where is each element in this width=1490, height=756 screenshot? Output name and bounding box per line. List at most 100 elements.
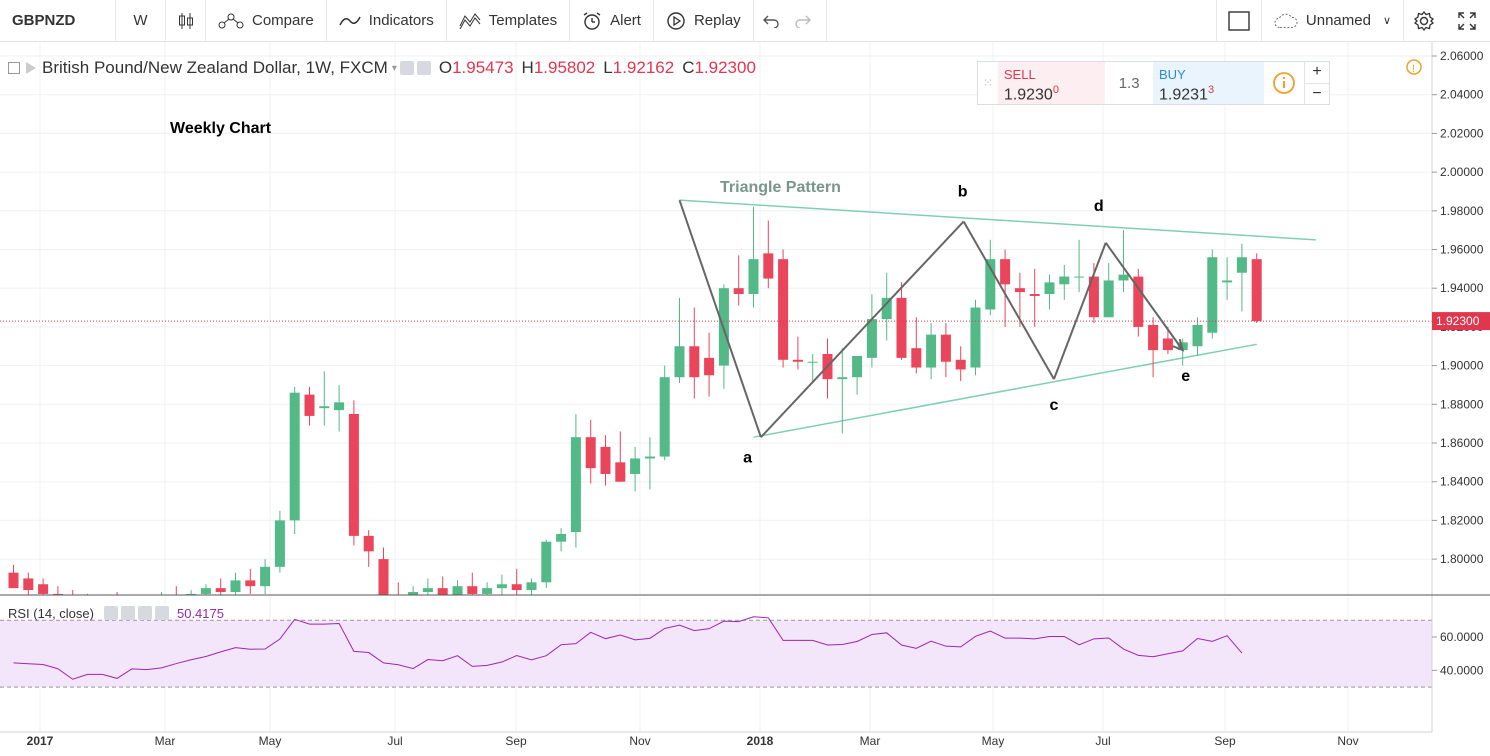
layout-name-label: Unnamed bbox=[1305, 12, 1371, 29]
candle-body bbox=[1251, 259, 1262, 322]
chart-title: Weekly Chart bbox=[170, 120, 272, 137]
wave-label: e bbox=[1181, 368, 1190, 385]
candle bbox=[38, 578, 49, 595]
candle-body bbox=[852, 355, 863, 378]
candle-body bbox=[644, 456, 655, 459]
candle-body bbox=[437, 588, 448, 595]
candle bbox=[1044, 274, 1055, 310]
undo-button[interactable] bbox=[754, 0, 788, 42]
alert-button[interactable]: Alert bbox=[570, 0, 654, 42]
indicators-button[interactable]: Indicators bbox=[327, 0, 447, 42]
buy-price: 1.9231 bbox=[1159, 86, 1208, 104]
buy-button[interactable]: BUY 1.92313 bbox=[1153, 62, 1265, 104]
legend-marker-icon bbox=[26, 62, 36, 74]
wave-label: b bbox=[958, 183, 968, 200]
minus-button[interactable]: − bbox=[1312, 84, 1322, 102]
rsi-add-icon[interactable] bbox=[137, 606, 152, 620]
candle bbox=[985, 239, 996, 316]
candle-body bbox=[704, 357, 715, 376]
legend-settings-icon[interactable] bbox=[416, 61, 431, 75]
candle bbox=[230, 572, 241, 595]
candle-body bbox=[1000, 259, 1011, 285]
candle bbox=[334, 384, 345, 432]
redo-button[interactable] bbox=[788, 0, 827, 42]
candle bbox=[630, 446, 641, 492]
candle bbox=[585, 419, 596, 484]
symbol-search-button[interactable]: GBPNZD bbox=[0, 0, 116, 42]
time-axis[interactable]: 2017 Mar May Jul Sep Nov 2018 Mar May Jul Sep Nov bbox=[27, 734, 1359, 748]
last-price-tag: 1.92300 bbox=[1432, 312, 1490, 331]
rsi-axis[interactable]: 60.0000 40.0000 bbox=[1432, 630, 1484, 677]
candle bbox=[348, 400, 359, 546]
time-tick-label: May bbox=[982, 734, 1005, 748]
wave-label: a bbox=[743, 449, 752, 466]
candle bbox=[1148, 317, 1159, 378]
time-tick-label: May bbox=[259, 734, 282, 748]
candle-body bbox=[52, 593, 63, 595]
fullscreen-chart-toggle[interactable] bbox=[1216, 0, 1262, 42]
trade-panel: ⁙ SELL 1.92300 1.3 BUY 1.92313 + − bbox=[977, 61, 1330, 105]
chart-canvas[interactable]: a b c d e Weekly Chart Triangle Pattern 2.06… bbox=[0, 42, 1490, 756]
top-toolbar: GBPNZD W Compare Indicators Templates Al… bbox=[0, 0, 1490, 42]
wave-segment bbox=[1053, 242, 1107, 380]
candle bbox=[704, 332, 715, 397]
collapse-icon[interactable] bbox=[8, 62, 20, 74]
chart-style-button[interactable] bbox=[166, 0, 206, 42]
candle-body bbox=[689, 346, 700, 378]
layout-name-button[interactable]: Unnamed ∨ bbox=[1262, 0, 1404, 42]
rsi-band bbox=[0, 620, 1432, 688]
candle bbox=[778, 249, 789, 368]
sell-button[interactable]: SELL 1.92300 bbox=[997, 62, 1106, 104]
rsi-close-icon[interactable] bbox=[154, 606, 169, 620]
candle bbox=[556, 528, 567, 552]
candle bbox=[289, 386, 300, 534]
candle-body bbox=[1118, 274, 1129, 281]
candle bbox=[733, 255, 744, 306]
warning-icon[interactable] bbox=[1406, 59, 1422, 75]
candle bbox=[763, 220, 774, 289]
info-button[interactable] bbox=[1264, 62, 1304, 104]
square-icon bbox=[1228, 10, 1250, 31]
candle-body bbox=[778, 259, 789, 360]
candle bbox=[397, 582, 399, 595]
interval-button[interactable]: W bbox=[116, 0, 166, 42]
candle bbox=[1192, 317, 1203, 356]
candle bbox=[689, 307, 700, 399]
rsi-visibility-icon[interactable] bbox=[103, 606, 118, 620]
candle-body bbox=[378, 559, 389, 595]
replay-button[interactable]: Replay bbox=[654, 0, 754, 42]
candle bbox=[452, 580, 463, 595]
rsi-settings-icon[interactable] bbox=[120, 606, 135, 620]
candle-body bbox=[556, 533, 567, 542]
candle-body bbox=[1148, 324, 1159, 351]
candle-body bbox=[926, 334, 937, 368]
templates-label: Templates bbox=[488, 12, 558, 29]
templates-button[interactable]: Templates bbox=[447, 0, 571, 42]
time-tick-label: Mar bbox=[860, 734, 881, 748]
sell-price: 1.9230 bbox=[1003, 86, 1053, 104]
candle-body bbox=[200, 588, 211, 594]
candle bbox=[511, 568, 522, 595]
price-axis[interactable]: 2.06000 2.04000 2.02000 2.00000 1.98000 1.960… bbox=[1432, 49, 1484, 566]
price-tick-label: 2.04000 bbox=[1440, 88, 1484, 102]
candle-body bbox=[585, 437, 596, 469]
candle-body bbox=[1236, 257, 1247, 273]
candle bbox=[378, 547, 389, 595]
compare-button[interactable]: Compare bbox=[206, 0, 327, 42]
legend-menu-icon[interactable]: ▾ bbox=[391, 62, 397, 74]
fullscreen-button[interactable] bbox=[1444, 0, 1490, 42]
price-tick-label: 2.00000 bbox=[1440, 165, 1484, 179]
candle-body bbox=[970, 307, 981, 368]
legend-visibility-icon[interactable] bbox=[399, 61, 414, 75]
settings-button[interactable] bbox=[1404, 0, 1444, 42]
candle-body bbox=[807, 361, 818, 363]
sell-price-pip: 0 bbox=[1052, 84, 1059, 96]
candle bbox=[437, 576, 448, 595]
wave-labels: a b c d e bbox=[743, 183, 1190, 466]
candle bbox=[8, 564, 19, 589]
plus-button[interactable]: + bbox=[1305, 62, 1329, 84]
drag-handle-icon[interactable]: ⁙ bbox=[982, 76, 993, 90]
candle-body bbox=[319, 406, 330, 409]
chevron-down-icon: ∨ bbox=[1382, 15, 1391, 27]
alert-label: Alert bbox=[610, 12, 641, 29]
